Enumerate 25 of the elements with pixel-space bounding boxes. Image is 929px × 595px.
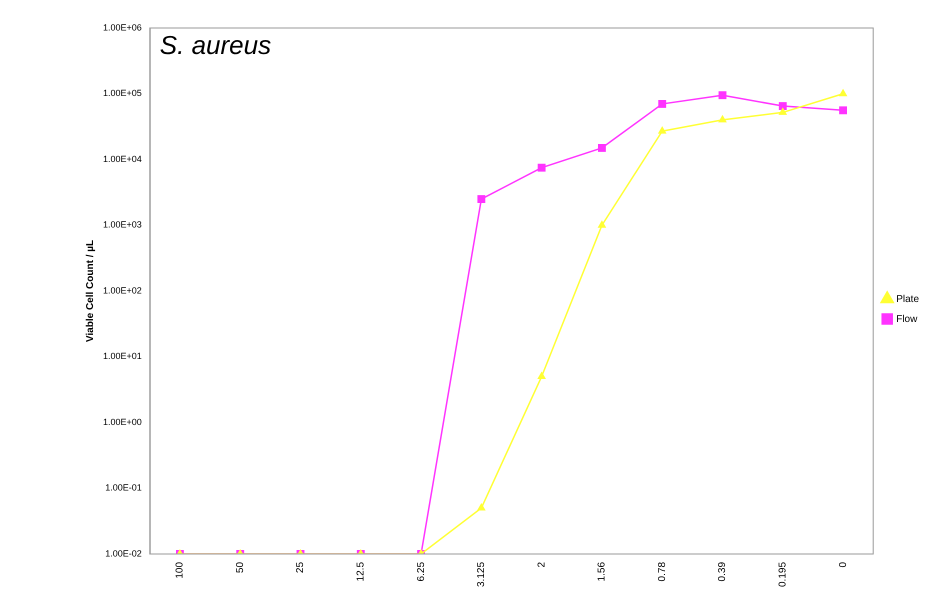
x-tick-label: 0.39 [717, 562, 728, 582]
y-tick-label: 1.00E+02 [102, 285, 142, 296]
x-tick-label: 2 [536, 562, 548, 568]
x-tick-label: 50 [234, 562, 246, 574]
x-tick-label: 1.56 [596, 562, 608, 582]
y-axis-title: Viable Cell Count / µL [84, 240, 96, 342]
y-tick-label: 1.00E-01 [105, 482, 142, 493]
x-tick-label: 12.5 [356, 562, 367, 582]
y-tick-label: 1.00E+03 [102, 220, 142, 230]
y-tick-label: 1.00E+04 [102, 154, 142, 164]
y-tick-label: 1.00E-02 [105, 548, 142, 558]
x-tick-label: 100 [174, 562, 186, 579]
y-tick-label: 1.00E+05 [102, 88, 142, 98]
y-tick-label: 1.00E+06 [102, 22, 142, 32]
x-tick-label: 0.78 [656, 562, 668, 582]
y-tick-label: 1.00E+00 [102, 416, 142, 427]
legend-label: Flow [896, 314, 918, 325]
y-tick-label: 1.00E+01 [102, 351, 142, 362]
chart-title: S. aureus [160, 30, 272, 60]
x-tick-label: 25 [295, 562, 306, 574]
x-tick-label: 3.125 [476, 562, 488, 588]
x-tick-label: 0.195 [778, 562, 789, 588]
legend-label: Plate [896, 294, 920, 305]
x-tick-label: 0 [838, 562, 849, 568]
x-tick-label: 6.25 [416, 562, 427, 582]
